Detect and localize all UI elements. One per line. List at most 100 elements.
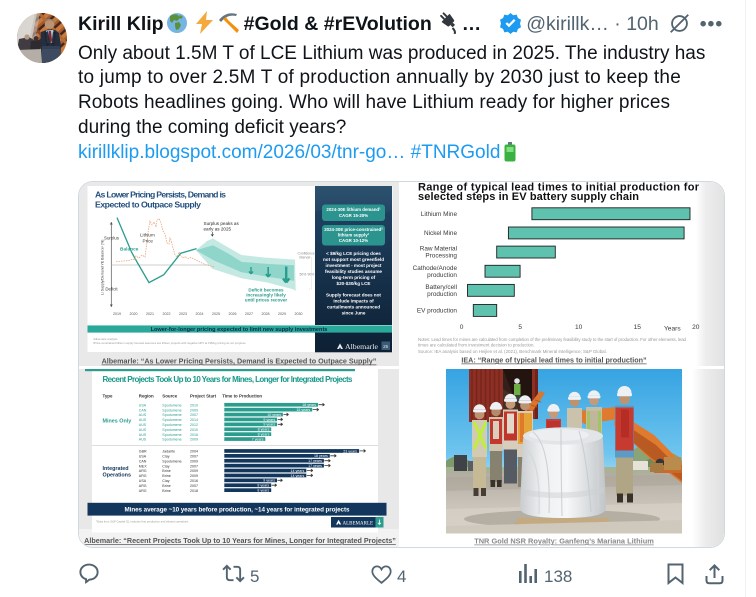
svg-text:2023: 2023 xyxy=(179,312,187,316)
svg-text:Supply forecast does not: Supply forecast does not xyxy=(326,293,381,298)
svg-text:As Lower Pricing Persists, Dem: As Lower Pricing Persists, Demand is xyxy=(95,189,226,199)
svg-text:CAGR 15-20%: CAGR 15-20% xyxy=(339,213,368,218)
svg-text:IEA: “Range of typical lead ti: IEA: “Range of typical lead times to ini… xyxy=(461,356,647,365)
svg-text:2009: 2009 xyxy=(190,438,198,442)
svg-text:Source: Source xyxy=(162,394,177,399)
svg-text:Deficit: Deficit xyxy=(105,287,118,292)
svg-text:20: 20 xyxy=(692,324,700,331)
svg-text:Balance: Balance xyxy=(120,247,139,253)
svg-text:since June: since June xyxy=(342,311,366,316)
svg-text:Price: Price xyxy=(143,239,154,244)
svg-text:2016: 2016 xyxy=(190,479,198,483)
svg-text:ARG: ARG xyxy=(139,484,147,488)
svg-text:Spodumene: Spodumene xyxy=(162,408,181,412)
svg-text:8 years: 8 years xyxy=(257,489,269,493)
svg-text:AUS: AUS xyxy=(139,428,147,432)
svg-text:15: 15 xyxy=(634,324,642,331)
svg-text:18 years: 18 years xyxy=(314,454,328,458)
svg-text:2009: 2009 xyxy=(190,474,198,478)
svg-text:10 years: 10 years xyxy=(267,413,281,417)
svg-text:not support most greenfield: not support most greenfield xyxy=(323,257,384,262)
svg-text:2014: 2014 xyxy=(190,418,198,422)
svg-text:Clay: Clay xyxy=(162,455,169,459)
svg-text:Raw Material: Raw Material xyxy=(420,246,457,253)
svg-text:Albemarle: “Recent Projects To: Albemarle: “Recent Projects Took Up to 1… xyxy=(84,536,396,545)
svg-text:2018: 2018 xyxy=(190,489,198,493)
svg-text:ARG: ARG xyxy=(139,489,147,493)
svg-text:GBR: GBR xyxy=(139,450,147,454)
svg-text:2012: 2012 xyxy=(190,423,198,427)
svg-text:2009: 2009 xyxy=(190,469,198,473)
svg-text:Spodumene: Spodumene xyxy=(162,413,181,417)
svg-text:2022: 2022 xyxy=(163,312,171,316)
svg-text:AUS: AUS xyxy=(139,418,147,422)
svg-text:2021: 2021 xyxy=(146,312,154,316)
svg-text:Spodumene: Spodumene xyxy=(162,403,181,407)
svg-text:AUS: AUS xyxy=(139,423,147,427)
svg-text:2024-30E lithium demand¹: 2024-30E lithium demand¹ xyxy=(326,207,381,212)
svg-text:CAN: CAN xyxy=(139,459,147,463)
svg-text:10: 10 xyxy=(575,324,583,331)
svg-text:Brine: Brine xyxy=(162,474,170,478)
svg-text:2007: 2007 xyxy=(190,464,198,468)
svg-text:EV production: EV production xyxy=(417,307,458,314)
svg-text:2027: 2027 xyxy=(245,312,253,316)
svg-text:Brine: Brine xyxy=(162,489,170,493)
svg-text:Source: IEA analysis based o: Source: IEA analysis based on Heijlen et… xyxy=(418,349,607,354)
svg-text:25: 25 xyxy=(383,344,389,349)
svg-text:USA: USA xyxy=(139,479,147,483)
svg-text:MEX: MEX xyxy=(139,464,147,468)
svg-text:90%: 90% xyxy=(308,273,315,277)
svg-text:CAGR 10-12%: CAGR 10-12% xyxy=(339,238,368,243)
svg-text:2004: 2004 xyxy=(190,450,198,454)
svg-text:2026: 2026 xyxy=(229,312,237,316)
svg-text:Notes: Lead times for mines ar: Notes: Lead times for mines are calculat… xyxy=(418,337,687,342)
svg-text:¹Albemarle analysis: ¹Albemarle analysis xyxy=(93,337,118,341)
svg-text:Mines Only: Mines Only xyxy=(103,419,132,425)
svg-text:feasibility studies assume: feasibility studies assume xyxy=(325,269,382,274)
svg-text:Battery/cell: Battery/cell xyxy=(425,284,457,291)
svg-text:14 years: 14 years xyxy=(291,474,305,478)
svg-text:Range of typical lead times to: Range of typical lead times to initial p… xyxy=(418,182,700,194)
svg-text:9 years: 9 years xyxy=(263,418,275,422)
svg-text:Spodumene: Spodumene xyxy=(162,428,181,432)
svg-text:Surplus: Surplus xyxy=(104,236,120,241)
svg-text:Operations: Operations xyxy=(103,473,131,479)
svg-text:AUS: AUS xyxy=(139,433,147,437)
svg-text:Expected to Outpace Supply: Expected to Outpace Supply xyxy=(95,200,201,210)
svg-text:include impacts of: include impacts of xyxy=(333,299,374,304)
svg-text:Clay: Clay xyxy=(162,464,169,468)
svg-text:Type: Type xyxy=(103,394,113,399)
svg-text:Clay: Clay xyxy=(162,479,169,483)
svg-text:increasingly likely: increasingly likely xyxy=(246,293,286,298)
svg-text:2007: 2007 xyxy=(190,484,198,488)
svg-text:CAN: CAN xyxy=(139,408,147,412)
svg-text:Recent Projects Took Up to 10: Recent Projects Took Up to 10 Years for … xyxy=(103,375,354,384)
svg-text:50%: 50% xyxy=(300,273,307,277)
svg-text:AUS: AUS xyxy=(139,438,147,442)
svg-text:17 years: 17 years xyxy=(308,464,322,468)
svg-text:2028: 2028 xyxy=(262,312,270,316)
svg-text:Confidence: Confidence xyxy=(298,252,315,256)
svg-text:14 years: 14 years xyxy=(291,469,305,473)
svg-text:ARG: ARG xyxy=(139,474,147,478)
svg-text:early as 2025: early as 2025 xyxy=(204,227,232,232)
svg-text:8 years: 8 years xyxy=(257,484,269,488)
svg-text:ARG: ARG xyxy=(139,469,147,473)
svg-text:Spodumene: Spodumene xyxy=(162,418,181,422)
svg-text:2009: 2009 xyxy=(190,408,198,412)
svg-text:2029: 2029 xyxy=(278,312,286,316)
svg-text:TNR Gold NSR Royalty: Ganfeng’: TNR Gold NSR Royalty: Ganfeng’s Mariana … xyxy=(474,537,654,546)
svg-text:2010: 2010 xyxy=(190,403,198,407)
svg-text:Spodumene: Spodumene xyxy=(162,438,181,442)
svg-text:Spodumene: Spodumene xyxy=(162,459,181,463)
svg-text:2025: 2025 xyxy=(212,312,220,316)
svg-text:Jadarite: Jadarite xyxy=(162,450,175,454)
svg-text:AUS: AUS xyxy=(139,413,147,417)
svg-text:Region: Region xyxy=(139,394,154,399)
svg-text:production: production xyxy=(427,272,457,279)
svg-text:Years: Years xyxy=(664,326,681,333)
svg-text:2007: 2007 xyxy=(190,455,198,459)
svg-text:Lithium Mine: Lithium Mine xyxy=(421,211,458,218)
svg-text:2019: 2019 xyxy=(113,312,121,316)
